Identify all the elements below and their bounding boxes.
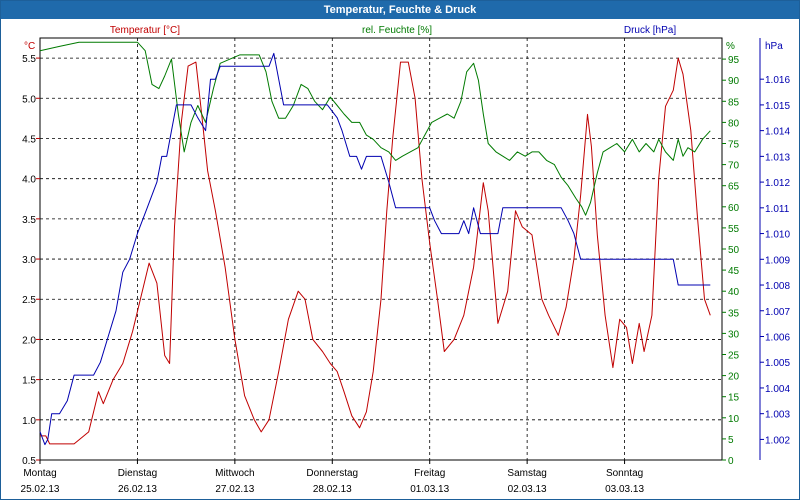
humidity-tick-label: 15 xyxy=(728,393,740,404)
temp-tick-label: 2.5 xyxy=(22,295,36,306)
legend-temperature: Temperatur [°C] xyxy=(110,25,180,36)
grid xyxy=(40,38,722,461)
legend-humidity: rel. Feuchte [%] xyxy=(362,25,432,36)
pressure-tick-label: 1.014 xyxy=(765,127,790,138)
window-title: Temperatur, Feuchte & Druck xyxy=(1,1,799,19)
pressure-unit-label: hPa xyxy=(765,41,783,52)
humidity-tick-label: 95 xyxy=(728,55,740,66)
pressure-tick-label: 1.009 xyxy=(765,255,790,266)
humidity-tick-label: 55 xyxy=(728,224,740,235)
x-tick-date: 26.02.13 xyxy=(118,484,157,495)
plot-border xyxy=(39,37,723,461)
humidity-tick-label: 40 xyxy=(728,287,740,298)
temp-tick-label: 1.5 xyxy=(22,376,36,387)
x-tick-date: 02.03.13 xyxy=(508,484,547,495)
temp-tick-label: 4.5 xyxy=(22,134,36,145)
x-tick-date: 25.02.13 xyxy=(21,484,60,495)
x-tick-day: Freitag xyxy=(414,468,445,479)
pressure-tick-label: 1.002 xyxy=(765,435,790,446)
x-tick-date: 01.03.13 xyxy=(410,484,449,495)
humidity-tick-label: 25 xyxy=(728,351,740,362)
x-tick-day: Mittwoch xyxy=(215,468,254,479)
humidity-tick-label: 65 xyxy=(728,182,740,193)
x-tick-day: Donnerstag xyxy=(306,468,358,479)
temp-tick-label: 1.0 xyxy=(22,416,36,427)
humidity-unit-label: % xyxy=(726,41,735,52)
temp-tick-label: 5.5 xyxy=(22,54,36,65)
x-tick-day: Sonntag xyxy=(606,468,643,479)
temp-tick-label: 4.0 xyxy=(22,175,36,186)
axes xyxy=(36,37,764,464)
x-tick-day: Dienstag xyxy=(118,468,157,479)
humidity-tick-label: 80 xyxy=(728,118,740,129)
pressure-tick-label: 1.005 xyxy=(765,358,790,369)
humidity-tick-label: 30 xyxy=(728,329,740,340)
humidity-tick-label: 5 xyxy=(728,435,734,446)
pressure-tick-label: 1.010 xyxy=(765,230,790,241)
pressure-tick-label: 1.012 xyxy=(765,178,790,189)
temp-tick-label: 2.0 xyxy=(22,335,36,346)
humidity-tick-label: 50 xyxy=(728,245,740,256)
humidity-tick-label: 85 xyxy=(728,97,740,108)
pressure-tick-label: 1.011 xyxy=(765,204,790,215)
x-tick-date: 28.02.13 xyxy=(313,484,352,495)
humidity-tick-label: 60 xyxy=(728,203,740,214)
temp-tick-label: 0.5 xyxy=(22,456,36,467)
pressure-tick-label: 1.003 xyxy=(765,410,790,421)
x-tick-day: Montag xyxy=(23,468,56,479)
pressure-tick-label: 1.015 xyxy=(765,101,790,112)
humidity-tick-label: 0 xyxy=(728,456,734,467)
pressure-tick-label: 1.004 xyxy=(765,384,790,395)
series-lines xyxy=(39,41,711,446)
pressure-tick-label: 1.006 xyxy=(765,332,790,343)
pressure-tick-label: 1.016 xyxy=(765,75,790,86)
pressure-line xyxy=(39,52,711,446)
humidity-tick-label: 90 xyxy=(728,76,740,87)
humidity-tick-label: 75 xyxy=(728,140,740,151)
axis-labels: 0.5 1.0 1.5 2.0 2.5 3.0 3.5 4.0 4.5 5.0 5.5 Montag 2… xyxy=(21,25,791,495)
temp-tick-label: 5.0 xyxy=(22,94,36,105)
humidity-tick-label: 45 xyxy=(728,266,740,277)
humidity-tick-label: 70 xyxy=(728,161,740,172)
x-tick-day: Samstag xyxy=(507,468,546,479)
legend-pressure: Druck [hPa] xyxy=(624,25,676,36)
pressure-tick-label: 1.008 xyxy=(765,281,790,292)
x-tick-date: 27.02.13 xyxy=(215,484,254,495)
temp-tick-label: 3.0 xyxy=(22,255,36,266)
temp-tick-label: 3.5 xyxy=(22,215,36,226)
pressure-tick-label: 1.007 xyxy=(765,307,790,318)
humidity-tick-label: 20 xyxy=(728,372,740,383)
temperature-line xyxy=(40,57,711,445)
temp-unit-label: °C xyxy=(24,41,35,52)
pressure-tick-label: 1.013 xyxy=(765,152,790,163)
humidity-line xyxy=(39,41,711,216)
humidity-tick-label: 35 xyxy=(728,308,740,319)
x-tick-date: 03.03.13 xyxy=(605,484,644,495)
humidity-tick-label: 10 xyxy=(728,414,740,425)
